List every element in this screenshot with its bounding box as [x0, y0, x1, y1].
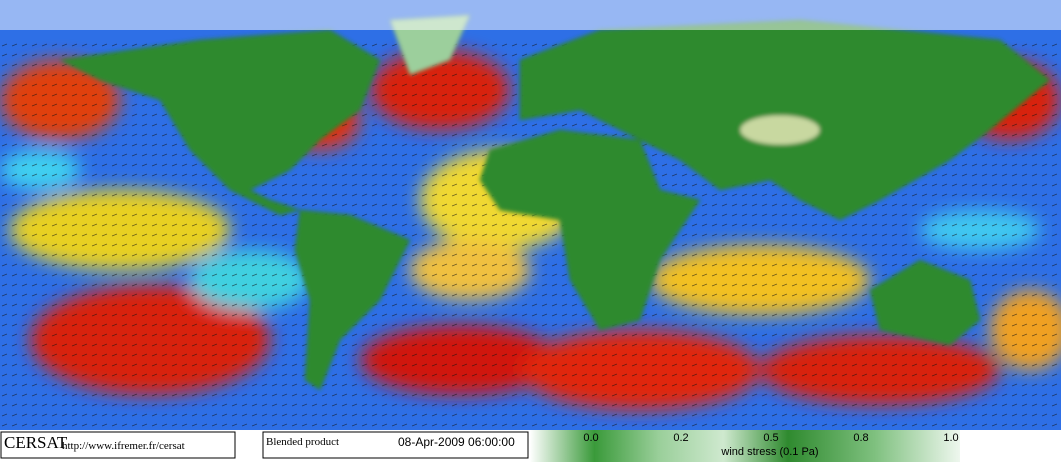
colorbar-tick-label: 0.5: [763, 432, 778, 444]
land: [59, 14, 1051, 391]
colorbar: [530, 430, 960, 462]
colorbar-tick-label: 0.0: [583, 432, 598, 444]
url: http://www.ifremer.fr/cersat: [62, 440, 185, 452]
colorbar-label: wind stress (0.1 Pa): [720, 446, 818, 458]
colorbar-ticks: 0.0 0.2 0.5 0.8 1.0: [583, 432, 958, 444]
colorbar-tick-label: 1.0: [943, 432, 958, 444]
colorbar-tick-label: 0.8: [853, 432, 868, 444]
colorbar-tick-label: 0.2: [673, 432, 688, 444]
product: Blended product: [266, 436, 339, 448]
logo: CERSAT: [4, 433, 68, 452]
map: [0, 0, 1061, 430]
polar-region: [0, 0, 1061, 30]
product-box: [262, 431, 529, 459]
date: 08-Apr-2009 06:00:00: [398, 435, 515, 449]
logo-box: [0, 431, 236, 459]
